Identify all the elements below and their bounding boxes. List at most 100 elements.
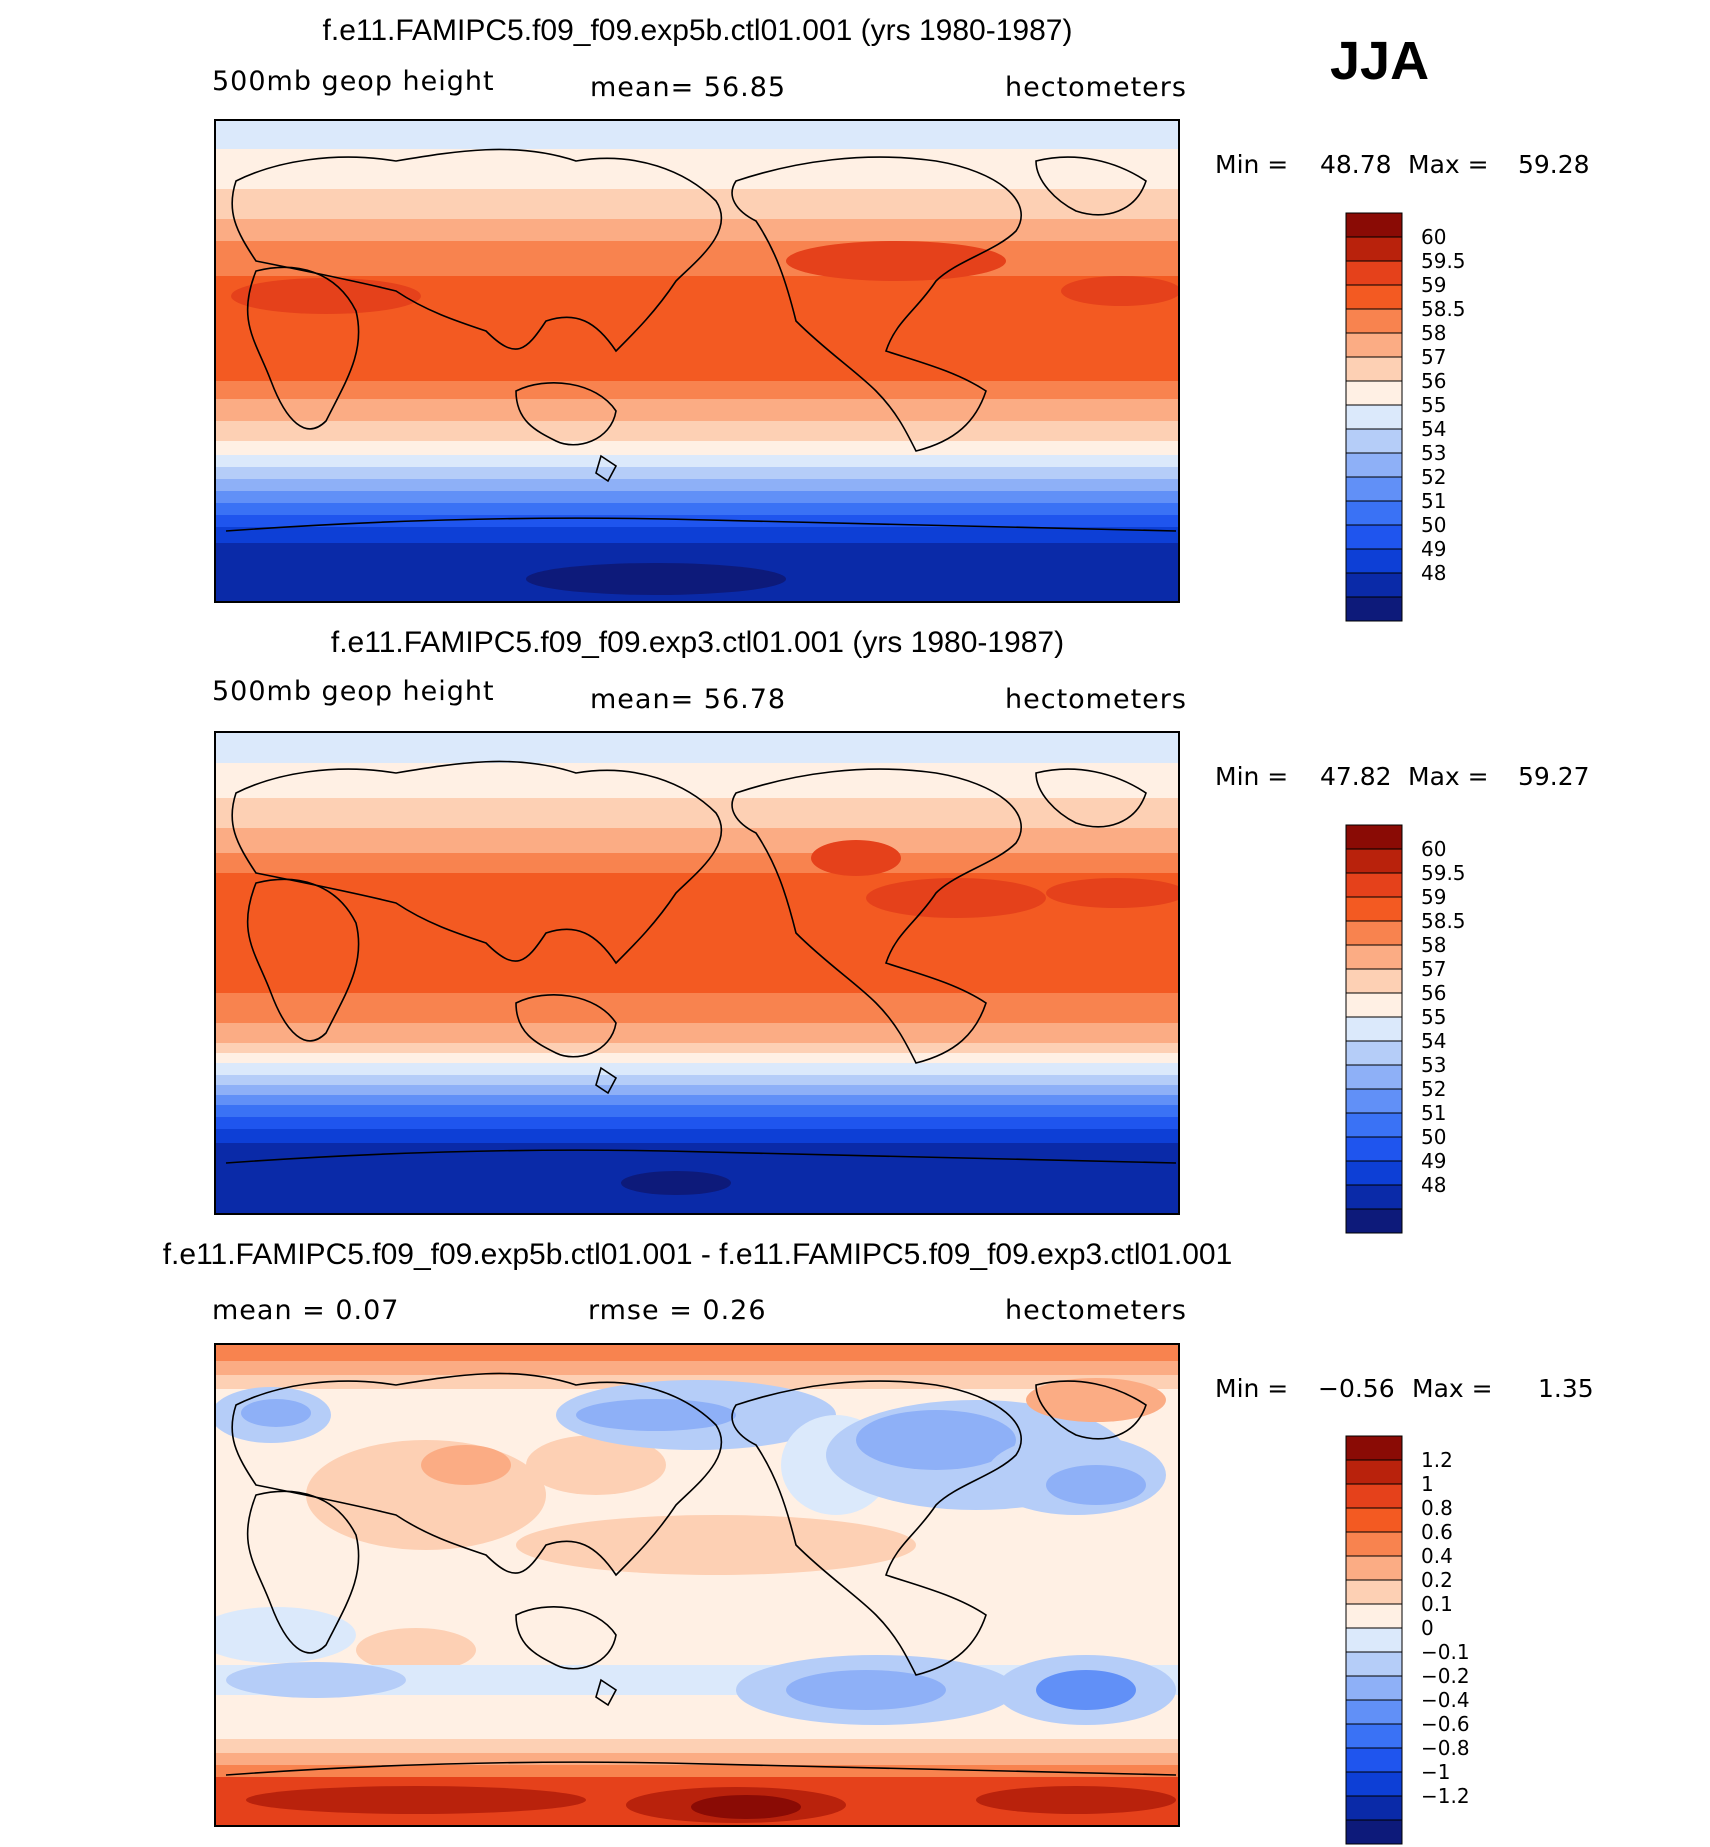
colorbar-swatch — [1345, 1627, 1403, 1653]
pos-anomaly — [976, 1786, 1176, 1814]
panel2-units-label: hectometers — [1005, 684, 1187, 715]
colorbar-tick-label: 52 — [1421, 465, 1446, 489]
neg-anomaly — [576, 1399, 736, 1431]
panel3-colorbar: 1.2 1 0.8 0.6 0.4 0.2 0.1 0 −0.1 −0.2 −0.4 −0.6 −0.8… — [1345, 1435, 1485, 1847]
colorbar-swatch — [1345, 1699, 1403, 1725]
colorbar-swatch — [1345, 824, 1403, 850]
pos-anomaly — [356, 1628, 476, 1672]
colorbar-swatch — [1345, 1160, 1403, 1186]
panel1-title: f.e11.FAMIPC5.f09_f09.exp5b.ctl01.001 (y… — [322, 14, 1073, 47]
panel3-min-value: −0.56 — [1318, 1374, 1395, 1403]
panel1-colorbar: 60 59.5 59 58.5 58 57 56 55 54 53 52 51 50 49 48 — [1345, 212, 1485, 624]
colorbar-swatch — [1345, 1819, 1403, 1845]
colorbar-tick-label: −0.2 — [1421, 1664, 1470, 1688]
colorbar-tick-label: 50 — [1421, 1125, 1446, 1149]
neg-anomaly — [786, 1670, 946, 1710]
neg-anomaly — [1046, 1465, 1146, 1505]
panel2-min-label: Min = — [1215, 762, 1289, 791]
colorbar-swatch — [1345, 848, 1403, 874]
colorbar-swatch — [1345, 1064, 1403, 1090]
panel2-field-label: 500mb geop height — [212, 676, 495, 707]
cold-patch — [621, 1171, 731, 1195]
colorbar-tick-label: −1.2 — [1421, 1784, 1470, 1808]
colorbar-tick-label: 59 — [1421, 273, 1446, 297]
neg-anomaly — [241, 1399, 311, 1427]
band — [216, 219, 1178, 241]
colorbar-swatch — [1345, 1579, 1403, 1605]
band — [216, 149, 1178, 189]
band — [216, 515, 1178, 527]
band — [216, 1739, 1178, 1753]
colorbar-tick-label: 51 — [1421, 1101, 1446, 1125]
colorbar-swatch — [1345, 308, 1403, 334]
band — [216, 121, 1178, 149]
colorbar-swatch — [1345, 1208, 1403, 1234]
colorbar-tick-label: 50 — [1421, 513, 1446, 537]
panel3-title: f.e11.FAMIPC5.f09_f09.exp5b.ctl01.001 - … — [162, 1238, 1233, 1271]
colorbar-swatch — [1345, 896, 1403, 922]
panel2-mean-label: mean= 56.78 — [590, 684, 787, 715]
band — [216, 1105, 1178, 1117]
panel2-title: f.e11.FAMIPC5.f09_f09.exp3.ctl01.001 (yr… — [330, 626, 1065, 659]
band — [216, 733, 1178, 763]
band — [216, 828, 1178, 853]
band — [216, 1053, 1178, 1063]
colorbar-tick-label: 59 — [1421, 885, 1446, 909]
colorbar-tick-label: 52 — [1421, 1077, 1446, 1101]
colorbar-tick-label: 49 — [1421, 1149, 1446, 1173]
colorbar-tick-label: 58.5 — [1421, 909, 1466, 933]
band — [216, 1725, 1178, 1739]
colorbar-swatch — [1345, 452, 1403, 478]
colorbar-swatch — [1345, 500, 1403, 526]
colorbar-tick-label: −0.4 — [1421, 1688, 1470, 1712]
colorbar-swatch — [1345, 1795, 1403, 1821]
coastlines — [225, 148, 1177, 532]
colorbar-swatch — [1345, 1555, 1403, 1581]
colorbar-tick-label: 54 — [1421, 1029, 1446, 1053]
colorbar-tick-label: 0.4 — [1421, 1544, 1453, 1568]
band — [216, 399, 1178, 421]
colorbar-tick-label: 0.2 — [1421, 1568, 1453, 1592]
colorbar-swatch — [1345, 380, 1403, 406]
coastlines — [225, 1372, 1177, 1776]
colorbar-swatch — [1345, 1088, 1403, 1114]
colorbar-swatch — [1345, 920, 1403, 946]
pos-anomaly — [516, 1515, 916, 1575]
colorbar-swatch — [1345, 1112, 1403, 1138]
band — [216, 763, 1178, 798]
band — [216, 381, 1178, 399]
panel1-min-value: 48.78 — [1320, 150, 1392, 179]
colorbar-tick-label: −0.6 — [1421, 1712, 1470, 1736]
warm-patch — [786, 241, 1006, 281]
season-label: JJA — [1330, 31, 1430, 91]
panel3-mean-label: mean = 0.07 — [212, 1295, 400, 1326]
colorbar-swatch — [1345, 1040, 1403, 1066]
band — [216, 503, 1178, 515]
band — [216, 241, 1178, 276]
panel2-map-svg — [216, 733, 1178, 1213]
pos-anomaly — [1026, 1378, 1166, 1422]
colorbar-tick-label: 0.8 — [1421, 1496, 1453, 1520]
panel1-max-label: Max = — [1408, 150, 1489, 179]
colorbar-tick-label: 59.5 — [1421, 861, 1466, 885]
colorbar-swatch — [1345, 944, 1403, 970]
colorbar-swatch — [1345, 1016, 1403, 1042]
colorbar-tick-label: 57 — [1421, 957, 1446, 981]
panel1-units-label: hectometers — [1005, 72, 1187, 103]
band — [216, 1085, 1178, 1095]
band — [216, 1765, 1178, 1777]
colorbar-swatch — [1345, 236, 1403, 262]
colorbar-swatch — [1345, 968, 1403, 994]
band — [216, 1753, 1178, 1765]
panel1-map-svg — [216, 121, 1178, 601]
colorbar-tick-label: 59.5 — [1421, 249, 1466, 273]
warm-patch — [231, 278, 421, 314]
band — [216, 993, 1178, 1023]
panel2-max-value: 59.27 — [1518, 762, 1590, 791]
band — [216, 1361, 1178, 1375]
warm-patch — [1046, 878, 1178, 908]
colorbar-tick-label: −1 — [1421, 1760, 1450, 1784]
band — [216, 421, 1178, 441]
